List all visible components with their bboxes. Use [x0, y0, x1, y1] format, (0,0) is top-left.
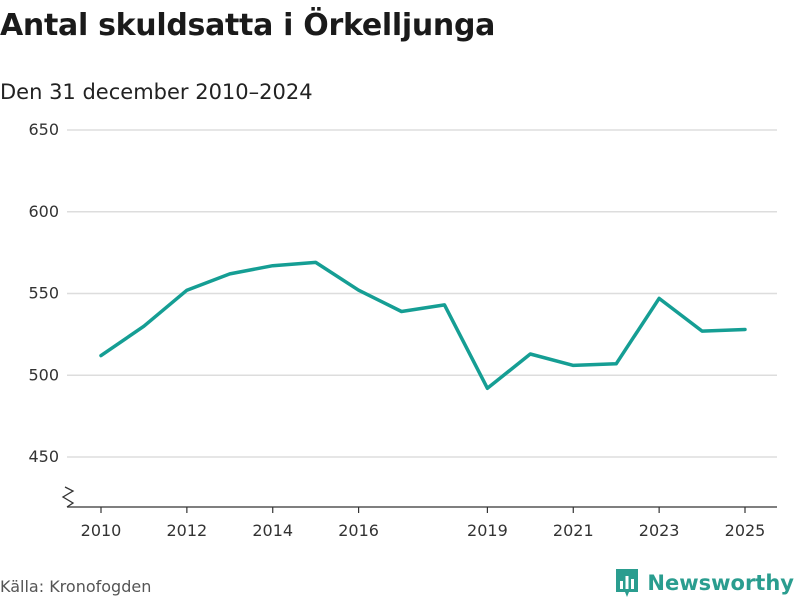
gridlines	[67, 129, 777, 458]
x-tick-label-2019: 2019	[467, 521, 508, 540]
x-tick-label-2014: 2014	[252, 521, 293, 540]
x-tick-label-2025: 2025	[725, 521, 766, 540]
series-line-0	[99, 260, 747, 391]
x-tick-label-2021: 2021	[553, 521, 594, 540]
y-tick-label-500: 500	[28, 365, 59, 384]
chart-subtitle: Den 31 december 2010–2024	[0, 80, 313, 104]
series-layer	[99, 260, 747, 391]
y-tick-labels: 450 500 550 600 650	[28, 120, 59, 466]
x-tick-labels: 2010 2012 2014 2016 2019 2021 2023 2025	[81, 507, 766, 540]
x-axis	[61, 486, 777, 508]
x-tick-label-2012: 2012	[167, 521, 208, 540]
brand-name: Newsworthy	[647, 571, 794, 595]
x-tick-label-2010: 2010	[81, 521, 122, 540]
x-tick-label-2023: 2023	[639, 521, 680, 540]
brand-logo: Newsworthy	[615, 568, 794, 598]
source-note: Källa: Kronofogden	[0, 577, 152, 596]
newsworthy-logo-icon	[616, 569, 639, 597]
y-tick-label-550: 550	[28, 284, 59, 303]
chart-title: Antal skuldsatta i Örkelljunga	[0, 8, 496, 43]
y-tick-label-450: 450	[28, 447, 59, 466]
y-tick-label-600: 600	[28, 202, 59, 221]
axis-break-icon	[61, 486, 75, 508]
y-tick-label-650: 650	[28, 120, 59, 139]
x-tick-label-2016: 2016	[338, 521, 379, 540]
